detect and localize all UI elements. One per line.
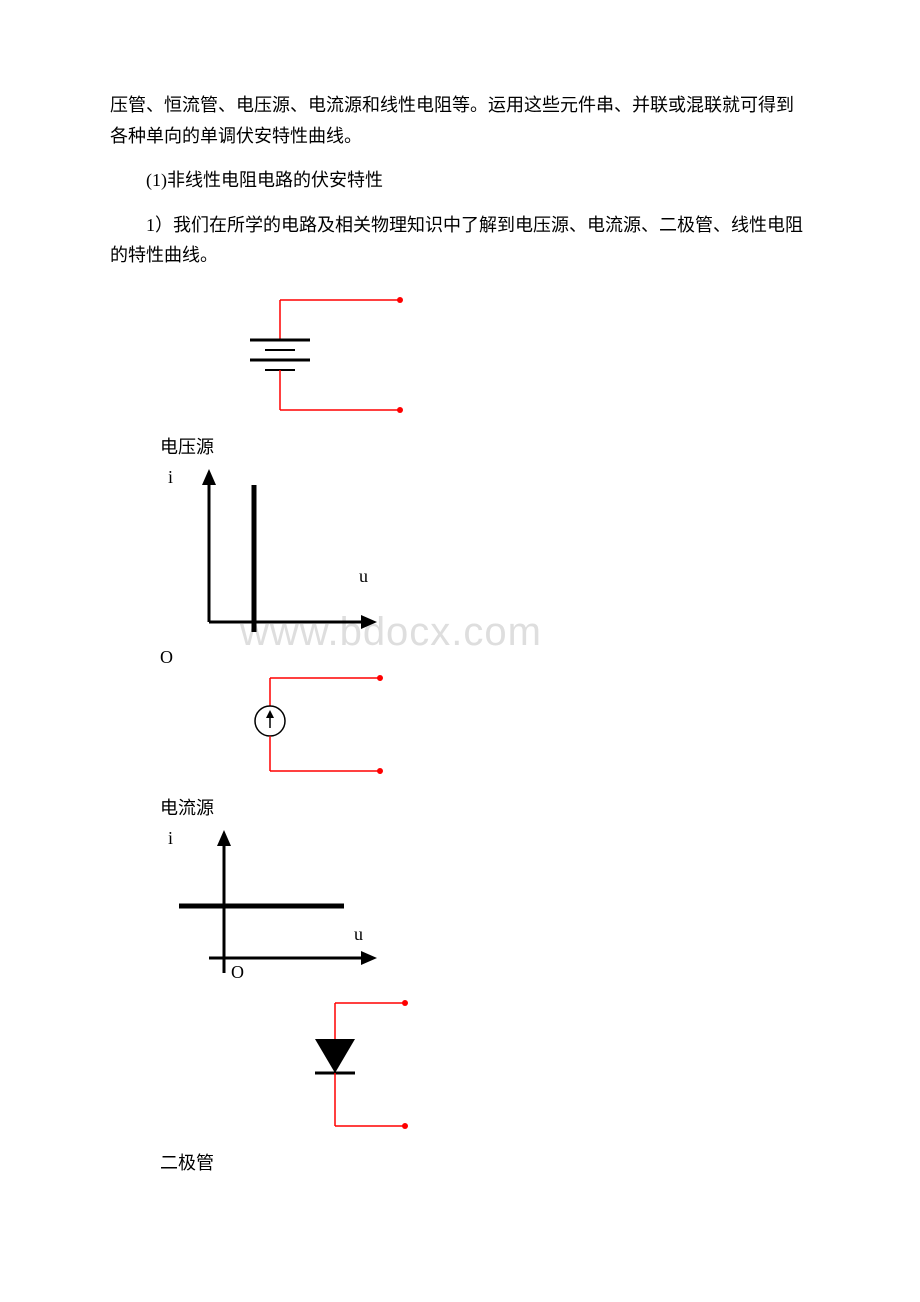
voltage-source-iv-chart: u (169, 467, 389, 637)
paragraph-1: 压管、恒流管、电压源、电流源和线性电阻等。运用这些元件串、并联或混联就可得到各种… (110, 90, 810, 151)
diode-symbol-row (280, 991, 810, 1141)
origin-label-1-row: O (160, 647, 810, 668)
diode-label-row: 二极管 (160, 1149, 810, 1175)
current-source-label: 电流源 (160, 794, 214, 820)
current-source-iv-chart: u O (169, 828, 389, 983)
voltage-source-iv-row: i u (160, 467, 810, 637)
voltage-source-circuit-icon (230, 285, 410, 425)
axis-u-text-1: u (359, 566, 368, 586)
origin-label-1: O (160, 647, 173, 668)
diode-circuit-icon (280, 991, 420, 1141)
voltage-source-symbol-row (230, 285, 810, 425)
axis-u-text-2: u (354, 924, 363, 944)
current-source-circuit-icon (220, 666, 400, 786)
origin-label-2: O (231, 962, 244, 982)
current-source-label-row: 电流源 (160, 794, 810, 820)
voltage-source-label: 电压源 (160, 433, 214, 459)
paragraph-2: (1)非线性电阻电路的伏安特性 (110, 165, 810, 196)
voltage-source-label-row: 电压源 (160, 433, 810, 459)
current-source-symbol-row (220, 666, 810, 786)
current-source-iv-row: i u O (160, 828, 810, 983)
paragraph-3: 1）我们在所学的电路及相关物理知识中了解到电压源、电流源、二极管、线性电阻的特性… (110, 210, 810, 271)
diagrams-container: 电压源 i u O (160, 285, 810, 1175)
diode-label: 二极管 (160, 1149, 214, 1175)
